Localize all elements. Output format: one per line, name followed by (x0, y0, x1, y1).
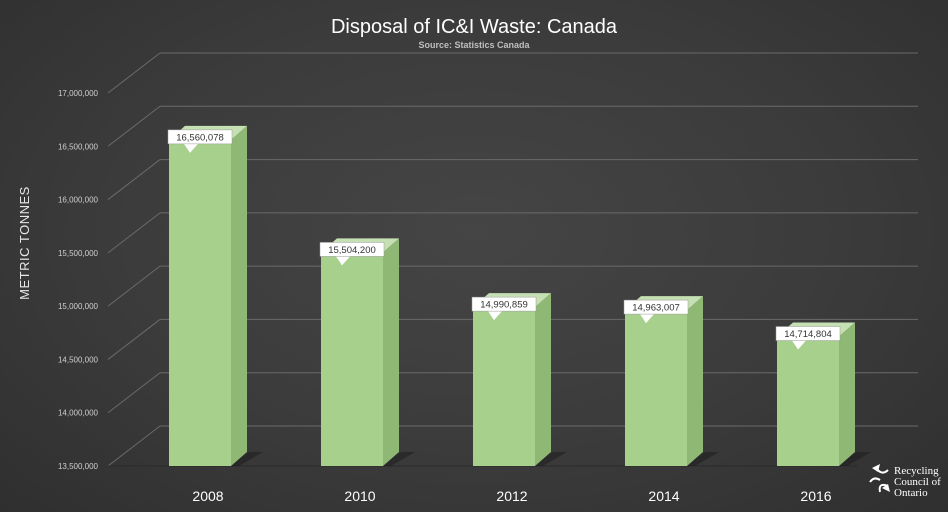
data-label-pointer (488, 311, 502, 321)
chart-subtitle: Source: Statistics Canada (418, 40, 530, 50)
data-label-pointer (184, 143, 198, 153)
recycling-arrows-icon (869, 464, 890, 493)
data-label: 15,504,200 (328, 245, 376, 256)
data-label: 16,560,078 (176, 132, 224, 143)
gridline (107, 212, 161, 254)
x-tick-label: 2010 (344, 488, 375, 504)
bar-side (839, 322, 855, 466)
data-label-pointer (640, 314, 654, 324)
bar (625, 310, 687, 466)
data-label-box (319, 242, 385, 257)
x-tick-label: 2012 (496, 488, 527, 504)
y-tick-label: 14,000,000 (58, 409, 99, 418)
gridline (107, 105, 161, 147)
logo-line: Recycling (894, 465, 939, 477)
gridline (107, 159, 161, 200)
y-tick-label: 16,500,000 (58, 142, 99, 151)
bar (777, 336, 839, 466)
y-tick-label: 15,500,000 (58, 249, 99, 258)
y-tick-label: 17,000,000 (58, 89, 99, 98)
data-label: 14,990,859 (480, 300, 528, 311)
chart-title: Disposal of IC&I Waste: Canada (330, 16, 618, 38)
data-label-box (167, 129, 233, 145)
x-tick-label: 2016 (800, 488, 831, 504)
bar-side (383, 238, 399, 466)
y-tick-label: 13,500,000 (58, 462, 99, 471)
y-tick-label: 15,000,000 (58, 302, 99, 311)
data-label-box (471, 296, 537, 312)
y-tick-label: 14,500,000 (58, 355, 99, 364)
logo-line: Ontario (894, 487, 928, 499)
x-tick-label: 2014 (648, 488, 679, 504)
data-label-box (775, 326, 841, 341)
data-label-pointer (792, 340, 806, 350)
gridline (107, 372, 161, 414)
bar (473, 307, 535, 466)
data-label: 14,963,007 (632, 303, 680, 314)
bar (321, 252, 383, 466)
bar (169, 139, 231, 466)
y-axis-label: METRIC TONNES (17, 186, 32, 300)
organization-logo: Recycling Council of Ontario (866, 458, 948, 512)
gridline (107, 425, 161, 467)
x-tick-label: 2008 (192, 488, 223, 504)
data-label: 14,714,804 (784, 329, 832, 340)
y-tick-label: 16,000,000 (58, 196, 99, 205)
bar-side (687, 296, 703, 466)
logo-text: Recycling Council of Ontario (894, 466, 941, 499)
bar-side (231, 125, 247, 466)
data-label-pointer (336, 256, 350, 266)
logo-line: Council of (894, 476, 941, 488)
gridline (107, 265, 161, 307)
gridline (107, 319, 161, 360)
data-label-box (623, 299, 689, 315)
bar-side (535, 293, 551, 466)
gridline (107, 52, 161, 94)
